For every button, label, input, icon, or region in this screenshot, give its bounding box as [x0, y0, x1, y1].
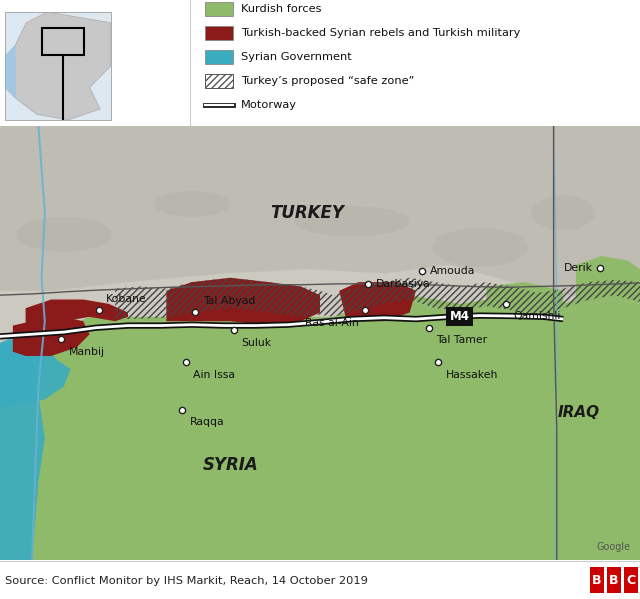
- Bar: [624, 567, 638, 593]
- Bar: [590, 567, 604, 593]
- Bar: [205, 50, 233, 64]
- Text: Tal Tamer: Tal Tamer: [436, 335, 488, 345]
- Text: B: B: [609, 573, 619, 586]
- Polygon shape: [576, 256, 640, 300]
- Bar: [205, 2, 233, 16]
- Polygon shape: [0, 126, 640, 300]
- Polygon shape: [0, 300, 640, 560]
- Text: Motorway: Motorway: [241, 100, 297, 110]
- Polygon shape: [26, 300, 128, 338]
- Text: Derik: Derik: [564, 263, 593, 273]
- Ellipse shape: [16, 217, 112, 252]
- Bar: [205, 74, 233, 88]
- Text: Manbij: Manbij: [68, 347, 104, 356]
- Text: Turkey’s proposed “safe zone”: Turkey’s proposed “safe zone”: [241, 76, 414, 86]
- Ellipse shape: [432, 228, 528, 267]
- Text: Suluk: Suluk: [241, 338, 271, 348]
- Polygon shape: [339, 282, 416, 321]
- Text: Ras al-Ain: Ras al-Ain: [305, 319, 358, 328]
- Text: Kurdish forces: Kurdish forces: [241, 4, 321, 14]
- Polygon shape: [5, 12, 111, 120]
- Polygon shape: [5, 44, 16, 98]
- Polygon shape: [0, 334, 45, 560]
- Polygon shape: [0, 338, 70, 408]
- Text: SYRIA: SYRIA: [202, 455, 259, 474]
- Text: Tal Abyad: Tal Abyad: [203, 296, 255, 306]
- Text: Turkish-backed Syrian rebels and Turkish military: Turkish-backed Syrian rebels and Turkish…: [241, 28, 520, 38]
- Bar: [42, 28, 84, 55]
- Text: Kobane: Kobane: [106, 295, 146, 304]
- Text: Google: Google: [596, 542, 630, 552]
- Polygon shape: [486, 282, 563, 313]
- Text: Ain Issa: Ain Issa: [193, 370, 236, 380]
- Text: Qamishli: Qamishli: [513, 311, 561, 321]
- Ellipse shape: [294, 206, 410, 237]
- Text: Syrian Government: Syrian Government: [241, 52, 352, 62]
- Text: Hassakeh: Hassakeh: [446, 370, 499, 380]
- Text: Source: Conflict Monitor by IHS Markit, Reach, 14 October 2019: Source: Conflict Monitor by IHS Markit, …: [5, 576, 368, 586]
- Text: Amouda: Amouda: [430, 267, 476, 276]
- Polygon shape: [13, 317, 90, 356]
- Ellipse shape: [154, 191, 230, 217]
- Polygon shape: [115, 291, 640, 321]
- Text: C: C: [627, 573, 636, 586]
- Bar: [205, 26, 233, 40]
- Text: TURKEY: TURKEY: [270, 204, 344, 222]
- Text: M4: M4: [449, 310, 470, 323]
- Text: IRAQ: IRAQ: [558, 405, 600, 420]
- Ellipse shape: [531, 195, 595, 230]
- Text: Raqqa: Raqqa: [190, 418, 225, 428]
- Text: B: B: [592, 573, 602, 586]
- Bar: [607, 567, 621, 593]
- Polygon shape: [166, 278, 320, 325]
- Text: Darbasiya: Darbasiya: [376, 279, 431, 289]
